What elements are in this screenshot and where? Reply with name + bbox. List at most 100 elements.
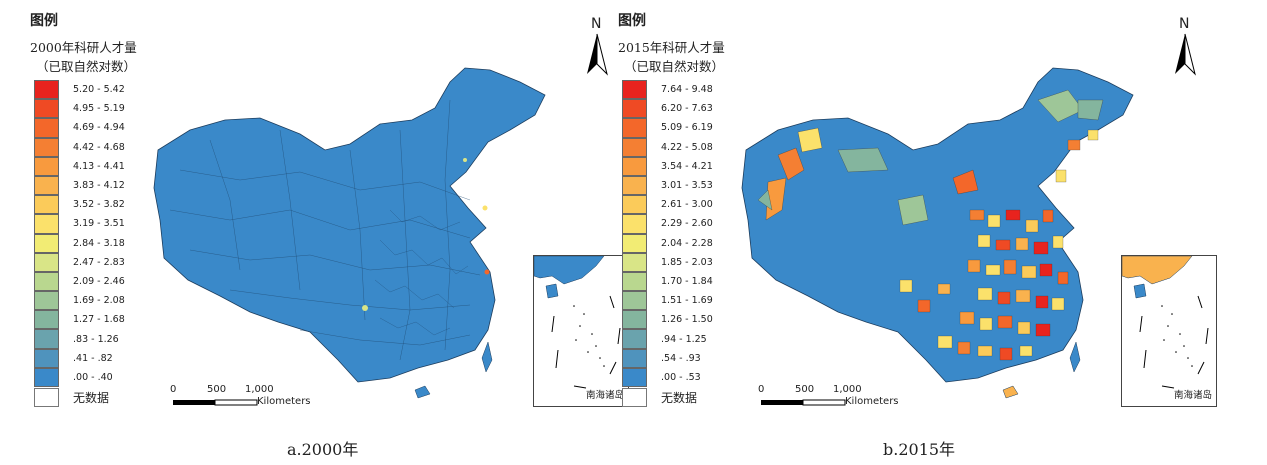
legend-classes: 5.20 - 5.42 4.95 - 5.19 4.69 - 4.94 4.42…	[34, 80, 125, 387]
legend-item: 1.69 - 2.08	[34, 291, 125, 311]
scale-tick: 1,000	[245, 384, 274, 395]
highlight-region	[463, 158, 467, 162]
legend-item: 7.64 - 9.48	[622, 80, 713, 100]
legend-range: 1.69 - 2.08	[73, 295, 125, 307]
legend-range: 5.20 - 5.42	[73, 84, 125, 96]
north-arrow	[1173, 18, 1197, 82]
legend-nodata: 无数据	[34, 388, 109, 407]
china-choropleth-map-2000	[153, 67, 546, 399]
scale-tick: 0	[170, 384, 177, 395]
legend-item: .41 - .82	[34, 348, 125, 368]
legend-swatch	[622, 367, 647, 387]
dense-east-boundaries	[374, 209, 469, 336]
legend-swatch	[34, 156, 59, 176]
legend-swatch	[622, 252, 647, 272]
legend-range: 4.42 - 4.68	[73, 141, 125, 153]
legend-swatch	[622, 329, 647, 349]
legend-item: 4.22 - 5.08	[622, 137, 713, 157]
legend-swatch	[622, 80, 647, 100]
legend-swatch	[622, 310, 647, 330]
legend-classes: 7.64 - 9.48 6.20 - 7.63 5.09 - 6.19 4.22…	[622, 80, 713, 387]
legend-item: .00 - .53	[622, 367, 713, 387]
legend-swatch	[622, 175, 647, 196]
taiwan-shape	[481, 341, 493, 373]
legend-range: 3.54 - 4.21	[661, 160, 713, 172]
legend-range: 4.22 - 5.08	[661, 141, 713, 153]
legend-swatch	[34, 291, 59, 311]
legend-heading: 图例	[618, 13, 646, 29]
nodata-label: 无数据	[73, 391, 110, 405]
legend-swatch	[622, 291, 647, 311]
legend-range: .41 - .82	[73, 352, 113, 364]
scale-bar-graphic	[761, 399, 846, 406]
legend-range: 2.04 - 2.28	[661, 237, 713, 249]
legend-item: 2.61 - 3.00	[622, 195, 713, 215]
legend-item: 5.20 - 5.42	[34, 80, 125, 100]
caption-2015: b.2015年	[883, 440, 956, 459]
legend-range: 2.09 - 2.46	[73, 275, 125, 287]
legend-swatch	[622, 118, 647, 138]
hainan-shape	[1002, 385, 1019, 399]
china-territory-shape	[153, 67, 546, 383]
legend-swatch	[34, 195, 59, 215]
legend-range: 2.47 - 2.83	[73, 256, 125, 268]
legend-nodata: 无数据	[622, 388, 697, 407]
legend-item: 3.83 - 4.12	[34, 175, 125, 196]
highlight-region	[482, 205, 488, 211]
legend-range: 3.52 - 3.82	[73, 199, 125, 211]
south-china-sea-inset: 南海诸岛	[533, 255, 629, 407]
legend-range: 6.20 - 7.63	[661, 103, 713, 115]
legend-item: 1.85 - 2.03	[622, 252, 713, 272]
scale-bar-graphic	[173, 399, 258, 406]
admin-boundaries	[169, 99, 481, 361]
legend-subtitle: （已取自然对数）	[624, 59, 725, 74]
scale-unit: Kilometers	[257, 396, 311, 407]
legend-item: 4.69 - 4.94	[34, 118, 125, 138]
legend-range: 4.69 - 4.94	[73, 122, 125, 134]
nodata-swatch	[34, 388, 59, 407]
legend-range: .94 - 1.25	[661, 333, 707, 345]
legend-swatch	[622, 156, 647, 176]
legend-item: 3.01 - 3.53	[622, 175, 713, 196]
legend-range: 3.19 - 3.51	[73, 218, 125, 230]
legend-item: 3.54 - 4.21	[622, 156, 713, 176]
nodata-swatch	[622, 388, 647, 407]
legend-range: 2.84 - 3.18	[73, 237, 125, 249]
map-panel-2000: 图例 2000年科研人才量 （已取自然对数） 5.20 - 5.42 4.95 …	[30, 0, 630, 420]
legend-item: 1.26 - 1.50	[622, 310, 713, 330]
legend-swatch	[34, 80, 59, 100]
legend-range: 3.83 - 4.12	[73, 180, 125, 192]
scale-tick: 500	[207, 384, 227, 395]
caption-2000: a.2000年	[287, 440, 359, 459]
legend-item: 4.95 - 5.19	[34, 99, 125, 119]
legend-swatch	[622, 271, 647, 292]
legend-item: .00 - .40	[34, 367, 125, 387]
legend-subtitle: （已取自然对数）	[36, 59, 137, 74]
legend-swatch	[34, 233, 59, 253]
north-arrow-icon	[1175, 33, 1196, 76]
legend-swatch	[622, 195, 647, 215]
legend-range: 1.27 - 1.68	[73, 314, 125, 326]
legend-item: 4.42 - 4.68	[34, 137, 125, 157]
legend-item: .83 - 1.26	[34, 329, 125, 349]
legend-swatch	[34, 137, 59, 157]
highlight-region	[362, 305, 368, 311]
legend-range: .83 - 1.26	[73, 333, 119, 345]
north-label: N	[591, 16, 602, 32]
china-territory-shape	[741, 67, 1134, 383]
inset-label: 南海诸岛	[585, 390, 624, 401]
highlight-region	[484, 269, 490, 275]
north-arrow-icon	[587, 33, 608, 76]
legend-range: 5.09 - 6.19	[661, 122, 713, 134]
legend-swatch	[622, 233, 647, 253]
legend-item: 2.47 - 2.83	[34, 252, 125, 272]
legend-swatch	[34, 310, 59, 330]
inset-map	[533, 255, 621, 389]
taiwan-shape	[1069, 341, 1081, 373]
legend-swatch	[34, 99, 59, 119]
scale-tick: 1,000	[833, 384, 862, 395]
legend-item: 2.84 - 3.18	[34, 233, 125, 253]
scale-tick: 500	[795, 384, 815, 395]
legend-range: 1.26 - 1.50	[661, 314, 713, 326]
legend-range: 2.29 - 2.60	[661, 218, 713, 230]
